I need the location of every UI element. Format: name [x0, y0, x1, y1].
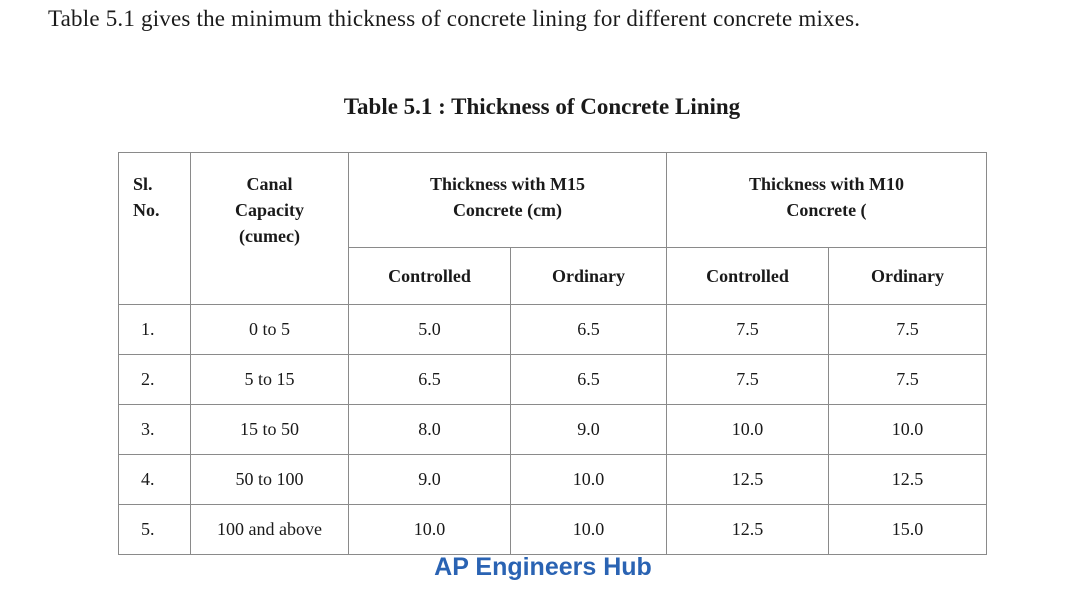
table-cell: 5 to 15 — [190, 354, 349, 405]
table-cell: 3. — [118, 404, 191, 455]
header-cell: Canal Capacity (cumec) — [190, 152, 349, 305]
table-cell: 4. — [118, 454, 191, 505]
table-cell: 15 to 50 — [190, 404, 349, 455]
header-cell: Thickness with M15 Concrete (cm) — [348, 152, 667, 248]
table-cell: 10.0 — [828, 404, 987, 455]
header-cell: Thickness with M10 Concrete ( — [666, 152, 987, 248]
table-cell: Ordinary — [510, 247, 667, 305]
table-cell: 6.5 — [348, 354, 511, 405]
table-cell: Controlled — [348, 247, 511, 305]
data-row: 4. 50 to 100 9.0 10.0 12.5 12.5 — [118, 454, 987, 505]
table-cell: 10.0 — [510, 454, 667, 505]
table-cell: 2. — [118, 354, 191, 405]
table-cell: 9.0 — [348, 454, 511, 505]
table-cell: 5.0 — [348, 304, 511, 355]
table-cell: 12.5 — [666, 454, 829, 505]
table-cell: 5. — [118, 504, 191, 555]
table-cell: 10.0 — [348, 504, 511, 555]
table-cell: 7.5 — [666, 304, 829, 355]
table-cell: 15.0 — [828, 504, 987, 555]
table-cell: 10.0 — [510, 504, 667, 555]
table-cell: 7.5 — [666, 354, 829, 405]
header-cell: Sl. No. — [118, 152, 191, 305]
header-row: Sl. No. Canal Capacity (cumec) Thickness… — [118, 152, 987, 305]
table-cell: Controlled — [666, 247, 829, 305]
table-cell: 6.5 — [510, 354, 667, 405]
table-cell: 1. — [118, 304, 191, 355]
data-row: 2. 5 to 15 6.5 6.5 7.5 7.5 — [118, 354, 987, 405]
table-cell: 100 and above — [190, 504, 349, 555]
table-cell: Ordinary — [828, 247, 987, 305]
table-cell: 0 to 5 — [190, 304, 349, 355]
table-cell: 9.0 — [510, 404, 667, 455]
table-cell: 50 to 100 — [190, 454, 349, 505]
table-cell: 8.0 — [348, 404, 511, 455]
table-cell: 12.5 — [666, 504, 829, 555]
intro-text: Table 5.1 gives the minimum thickness of… — [48, 6, 861, 31]
data-row: 3. 15 to 50 8.0 9.0 10.0 10.0 — [118, 404, 987, 455]
data-row: 5. 100 and above 10.0 10.0 12.5 15.0 — [118, 504, 987, 555]
table-cell: 7.5 — [828, 354, 987, 405]
table-cell: 10.0 — [666, 404, 829, 455]
table-title: Table 5.1 : Thickness of Concrete Lining — [343, 94, 741, 119]
data-row: 1. 0 to 5 5.0 6.5 7.5 7.5 — [118, 304, 987, 355]
table-cell: 7.5 — [828, 304, 987, 355]
data-table: Sl. No. Canal Capacity (cumec) Thickness… — [118, 152, 987, 555]
table-cell: 6.5 — [510, 304, 667, 355]
watermark: AP Engineers Hub — [434, 553, 652, 581]
table-cell: 12.5 — [828, 454, 987, 505]
subheader-row: Controlled Ordinary Controlled Ordinary — [119, 247, 987, 305]
